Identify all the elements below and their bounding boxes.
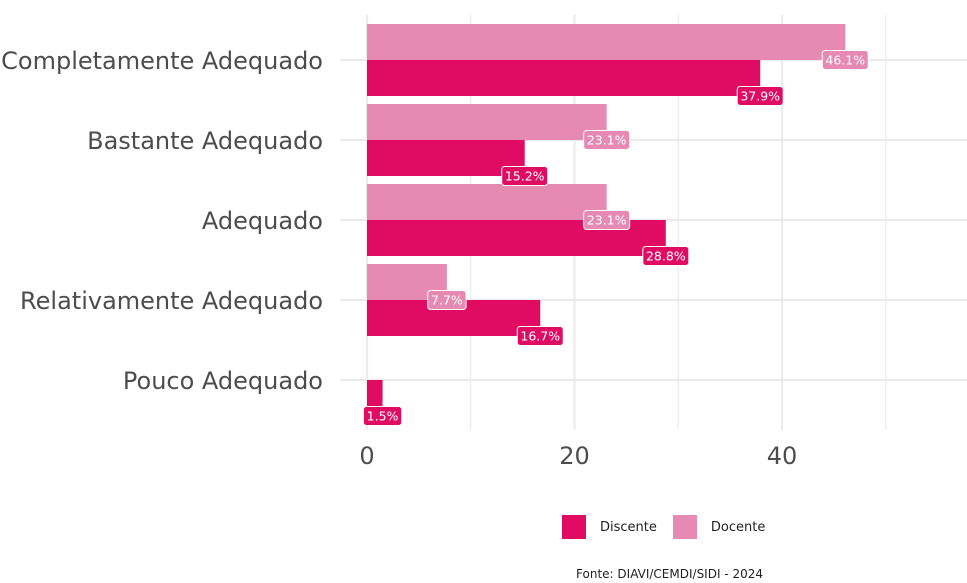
bar-docente <box>367 104 607 140</box>
bars <box>367 24 846 416</box>
data-label-box <box>736 86 784 106</box>
category-label: Pouco Adequado <box>123 367 323 395</box>
data-label-box <box>583 210 631 230</box>
data-label-box <box>516 326 564 346</box>
data-label: 23.1% <box>587 213 627 228</box>
data-label: 37.9% <box>740 89 780 104</box>
category-label: Relativamente Adequado <box>20 287 323 315</box>
data-label: 46.1% <box>825 53 865 68</box>
data-label: 23.1% <box>587 133 627 148</box>
data-label: 16.7% <box>520 329 560 344</box>
data-label-box <box>427 290 467 310</box>
category-labels: Completamente Adequado Bastante Adequado A… <box>1 47 323 395</box>
category-label: Adequado <box>202 207 323 235</box>
legend-swatch-discente <box>562 515 586 539</box>
data-label-box <box>821 50 869 70</box>
legend-label-docente: Docente <box>710 519 766 535</box>
category-label: Bastante Adequado <box>87 127 323 155</box>
category-label: Completamente Adequado <box>1 47 323 75</box>
x-tick-labels: 0 20 40 <box>359 442 797 470</box>
x-tick-label: 40 <box>767 442 798 470</box>
data-label: 28.8% <box>646 249 686 264</box>
data-label-box <box>501 166 549 186</box>
chart-caption: Fonte: DIAVI/CEMDI/SIDI - 2024 <box>576 567 763 581</box>
x-tick-label: 20 <box>559 442 590 470</box>
legend: Discente Docente <box>562 515 765 539</box>
data-label: 7.7% <box>431 293 463 308</box>
data-label: 15.2% <box>505 169 545 184</box>
data-label-box <box>642 246 690 266</box>
legend-swatch-docente <box>672 515 697 539</box>
data-label: 1.5% <box>367 409 399 424</box>
bar-discente <box>367 60 761 96</box>
data-label-box <box>362 406 403 426</box>
bar-discente <box>367 140 525 176</box>
data-labels: 46.1% 37.9% 23.1% 15.2% 23.1% 28.8% 7.7% 16.7% 1… <box>362 50 869 426</box>
bar-docente <box>367 184 607 220</box>
legend-item-discente: Discente <box>562 515 657 539</box>
bar-chart: 46.1% 37.9% 23.1% 15.2% 23.1% 28.8% 7.7% 16.7% 1… <box>1 15 967 470</box>
data-label-box <box>583 130 631 150</box>
bar-docente <box>367 24 846 60</box>
legend-label-discente: Discente <box>600 519 657 535</box>
legend-item-docente: Docente <box>672 515 766 539</box>
x-tick-label: 0 <box>359 442 374 470</box>
